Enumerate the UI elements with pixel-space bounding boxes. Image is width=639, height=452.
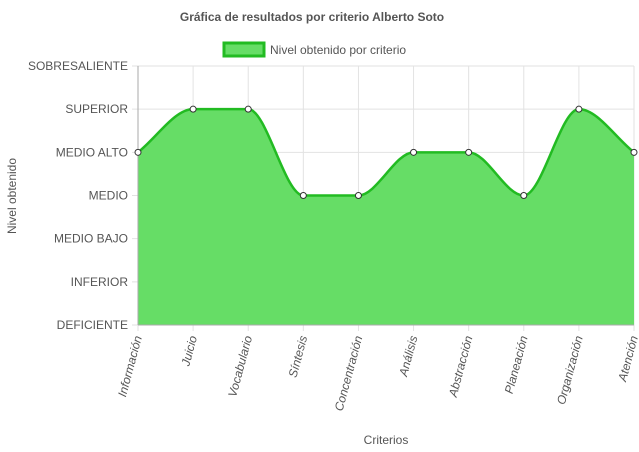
data-points xyxy=(134,105,638,199)
data-point xyxy=(354,192,362,199)
data-point xyxy=(134,148,142,156)
x-tick-label: Abstracción xyxy=(446,334,476,399)
series-area-layer xyxy=(137,107,635,326)
y-tick-label: MEDIO ALTO xyxy=(56,145,128,159)
data-point xyxy=(520,192,528,199)
x-axis-title: Criterios xyxy=(364,433,409,447)
x-tick-label: Atención xyxy=(615,334,639,384)
x-tick-label: Síntesis xyxy=(286,334,311,379)
data-point xyxy=(630,148,638,156)
legend-swatch[interactable] xyxy=(222,41,266,58)
legend: Nivel obtenido por criterio xyxy=(222,41,406,58)
x-tick-label: Vocabulario xyxy=(225,334,255,399)
x-tick-label: Información xyxy=(115,334,145,398)
x-tick-label: Planeación xyxy=(502,334,531,395)
series-line xyxy=(137,107,635,197)
y-tick-label: SUPERIOR xyxy=(65,102,128,116)
y-tick-label: INFERIOR xyxy=(71,275,129,289)
axes xyxy=(137,66,634,326)
x-tick-label: Juicio xyxy=(178,334,200,369)
chart-title: Gráfica de resultados por criterio Alber… xyxy=(180,10,444,24)
y-tick-label: MEDIO BAJO xyxy=(54,232,128,246)
y-axis-title: Nivel obtenido xyxy=(5,158,19,234)
data-point xyxy=(575,105,583,113)
data-point xyxy=(299,192,307,199)
data-point xyxy=(410,148,418,156)
y-tick-labels: DEFICIENTE INFERIOR MEDIO BAJO MEDIO MEDIO A… xyxy=(28,59,128,332)
data-point xyxy=(465,148,473,156)
legend-label[interactable]: Nivel obtenido por criterio xyxy=(270,43,406,57)
x-tick-labels: Información Juicio Vocabulario Síntesis Conc… xyxy=(115,334,639,413)
y-tick-label: MEDIO xyxy=(89,189,128,203)
y-tick-label: SOBRESALIENTE xyxy=(28,59,128,73)
x-tick-label: Análisis xyxy=(396,334,420,379)
data-point xyxy=(244,105,252,113)
x-tick-label: Organización xyxy=(554,334,586,406)
y-tick-label: DEFICIENTE xyxy=(57,318,128,332)
series-area xyxy=(138,109,634,326)
data-point xyxy=(189,105,197,113)
x-tick-label: Concentración xyxy=(332,334,366,413)
